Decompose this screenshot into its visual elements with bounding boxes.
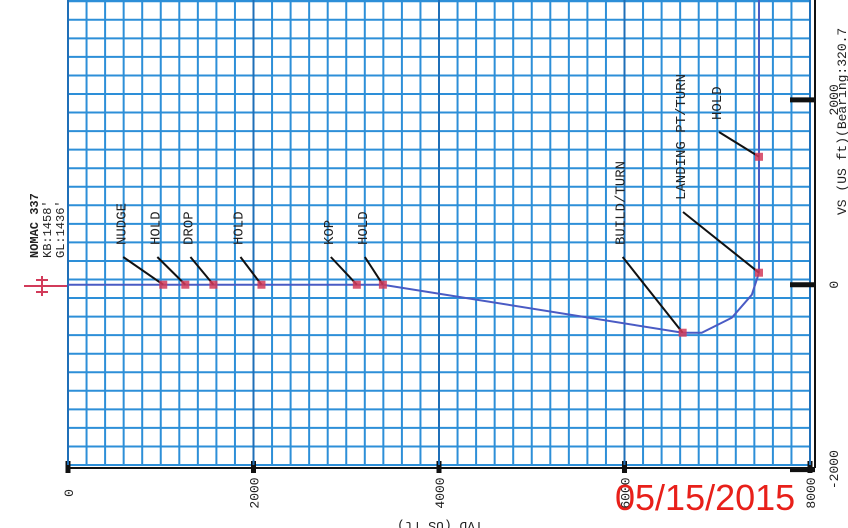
annotation-label: HOLD: [231, 211, 247, 245]
annotation-label: NUDGE: [114, 203, 130, 245]
rig-kb: KB:1458': [41, 200, 55, 258]
y-tick-label: 0: [827, 281, 842, 289]
y-tick-label: -2000: [827, 450, 842, 489]
leader-line: [682, 211, 760, 274]
marker: [257, 280, 266, 289]
date-stamp: 05/15/2015: [615, 477, 795, 518]
annotation-label: HOLD: [148, 211, 164, 245]
annotation-label: DROP: [181, 211, 197, 245]
marker: [209, 280, 218, 289]
y-tick-label: 2000: [827, 84, 842, 115]
leader-line: [156, 256, 187, 286]
rig-icon: [24, 276, 68, 296]
annotation-label: HOLD: [710, 86, 726, 120]
x-tick-label: 4000: [433, 477, 448, 508]
leader-line: [189, 256, 215, 286]
marker: [754, 268, 763, 277]
leader-line: [621, 256, 684, 334]
marker: [181, 280, 190, 289]
x-tick-label: 6000: [619, 477, 634, 508]
x-tick-label: 2000: [248, 477, 263, 508]
annotation-label: HOLD: [356, 211, 372, 245]
leader-line: [364, 256, 384, 286]
rig-gl: GL:1436': [54, 200, 68, 258]
marker: [678, 328, 687, 337]
annotation-label: LANDING PT/TURN: [674, 74, 690, 200]
marker: [352, 280, 361, 289]
y-axis-label: VS (US ft)(Bearing:320.7: [835, 28, 848, 215]
leader-line: [122, 256, 164, 286]
annotation-label: BUILD/TURN: [614, 161, 630, 245]
annotation-label: KOP: [322, 220, 338, 245]
marker: [378, 280, 387, 289]
x-tick-label: 0: [62, 489, 77, 497]
x-axis-label: TVD (US ft): [397, 518, 483, 528]
leader-line: [718, 131, 760, 158]
marker: [754, 152, 763, 161]
leader-line: [239, 256, 263, 286]
leader-line: [330, 256, 358, 286]
wellpath: [68, 0, 760, 334]
x-tick-label: 8000: [804, 477, 819, 508]
marker: [159, 280, 168, 289]
rig-name: NOMAC 337: [28, 193, 42, 258]
